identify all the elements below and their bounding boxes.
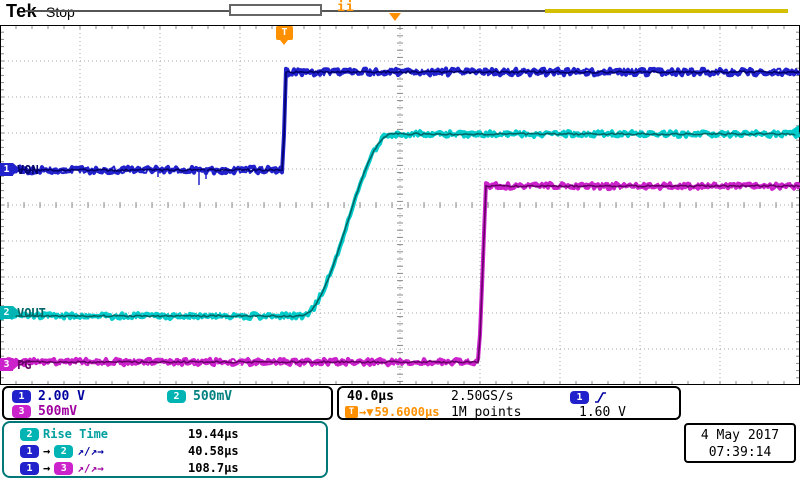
arrow-icon: → bbox=[43, 461, 51, 475]
sample-rate-readout: 2.50GS/s bbox=[451, 389, 514, 404]
ch3-label: PG bbox=[17, 358, 32, 372]
measurement-value: 108.7μs bbox=[188, 461, 239, 475]
horizontal-trigger-readouts: 40.0μs T →▼ 59.6000μs 2.50GS/s 1M points… bbox=[337, 386, 681, 420]
ch1-badge: 1 bbox=[20, 461, 39, 475]
ch2-scale-readout: 500mV bbox=[193, 389, 233, 404]
expansion-point-icon bbox=[389, 13, 401, 21]
measurement-row: 2 Rise Time 19.44μs bbox=[20, 427, 320, 441]
record-bar bbox=[25, 10, 788, 12]
measurement-row: 1 → 3 ↗/↗→ 108.7μs bbox=[20, 461, 320, 475]
expansion-marker: ii bbox=[337, 0, 355, 15]
acquisition-status: Stop bbox=[46, 4, 75, 20]
edge-pair-icon: ↗/↗→ bbox=[77, 444, 104, 458]
edge-pair-icon: ↗/↗→ bbox=[77, 461, 104, 475]
trigger-level-readout: 1.60 V bbox=[579, 405, 626, 420]
trigger-delay-arrows: →▼ bbox=[359, 405, 374, 419]
measurement-name: Rise Time bbox=[43, 427, 109, 441]
ch2-label: VOUT bbox=[17, 306, 46, 320]
ch1-trace-core bbox=[0, 70, 800, 172]
ch1-badge: 1 bbox=[20, 444, 39, 458]
ch2-badge: 2 bbox=[167, 390, 186, 403]
arrow-icon: → bbox=[43, 444, 51, 458]
measurement-value: 19.44μs bbox=[188, 427, 239, 441]
graticule: T 1 2 3 VON VOUT PG bbox=[0, 25, 800, 385]
top-bar: Tek Stop ii bbox=[0, 0, 800, 25]
datetime-panel: 4 May 2017 07:39:14 bbox=[684, 423, 796, 463]
ch1-label: VON bbox=[17, 163, 39, 177]
tek-logo: Tek bbox=[6, 1, 38, 21]
date-readout: 4 May 2017 bbox=[700, 428, 780, 443]
record-length-readout: 1M points bbox=[451, 405, 522, 420]
record-bar-highlight bbox=[545, 9, 788, 13]
measurement-row: 1 → 2 ↗/↗→ 40.58μs bbox=[20, 444, 320, 458]
ch3-marker-label: 3 bbox=[3, 359, 10, 370]
channel-scale-readouts: 1 2.00 V 2 500mV 3 500mV bbox=[2, 386, 333, 420]
waveform-display bbox=[0, 25, 800, 385]
trigger-delay-badge: T bbox=[345, 406, 358, 418]
measurement-panel: 2 Rise Time 19.44μs 1 → 2 ↗/↗→ 40.58μs 1… bbox=[2, 421, 328, 478]
trigger-delay-readout: T →▼ 59.6000μs bbox=[345, 405, 439, 419]
ch3-ground-marker-icon: 3 bbox=[0, 358, 20, 371]
time-readout: 07:39:14 bbox=[708, 445, 772, 460]
ch1-scale-readout: 2.00 V bbox=[38, 389, 85, 404]
ch2-trace-core bbox=[0, 132, 800, 318]
ch2-badge: 2 bbox=[54, 444, 74, 458]
trigger-flag-label: T bbox=[281, 27, 288, 38]
trigger-delay-value: 59.6000μs bbox=[374, 405, 440, 419]
ch3-trace-core bbox=[0, 184, 800, 364]
ch2-marker-label: 2 bbox=[3, 307, 10, 318]
ch3-badge: 3 bbox=[12, 405, 31, 418]
measurement-value: 40.58μs bbox=[188, 444, 239, 458]
trigger-position-flag: T bbox=[276, 26, 293, 45]
ch1-badge: 1 bbox=[12, 390, 31, 403]
ch2-badge: 2 bbox=[20, 427, 39, 441]
rising-edge-icon bbox=[595, 392, 606, 403]
record-window-indicator bbox=[229, 4, 322, 16]
ch2-ground-marker-icon: 2 bbox=[0, 306, 20, 319]
ch3-scale-readout: 500mV bbox=[38, 404, 78, 419]
trigger-source-badge: 1 bbox=[570, 391, 589, 404]
ch3-badge: 3 bbox=[54, 461, 74, 475]
timebase-readout: 40.0μs bbox=[347, 389, 394, 404]
ch1-ground-marker-icon: 1 bbox=[0, 163, 20, 176]
ch2-level-arrow-icon bbox=[790, 125, 799, 137]
ch1-marker-label: 1 bbox=[3, 164, 10, 175]
